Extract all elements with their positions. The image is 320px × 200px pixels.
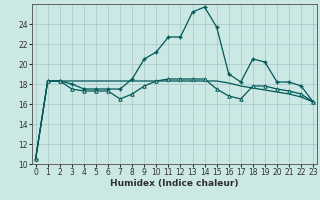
X-axis label: Humidex (Indice chaleur): Humidex (Indice chaleur): [110, 179, 239, 188]
